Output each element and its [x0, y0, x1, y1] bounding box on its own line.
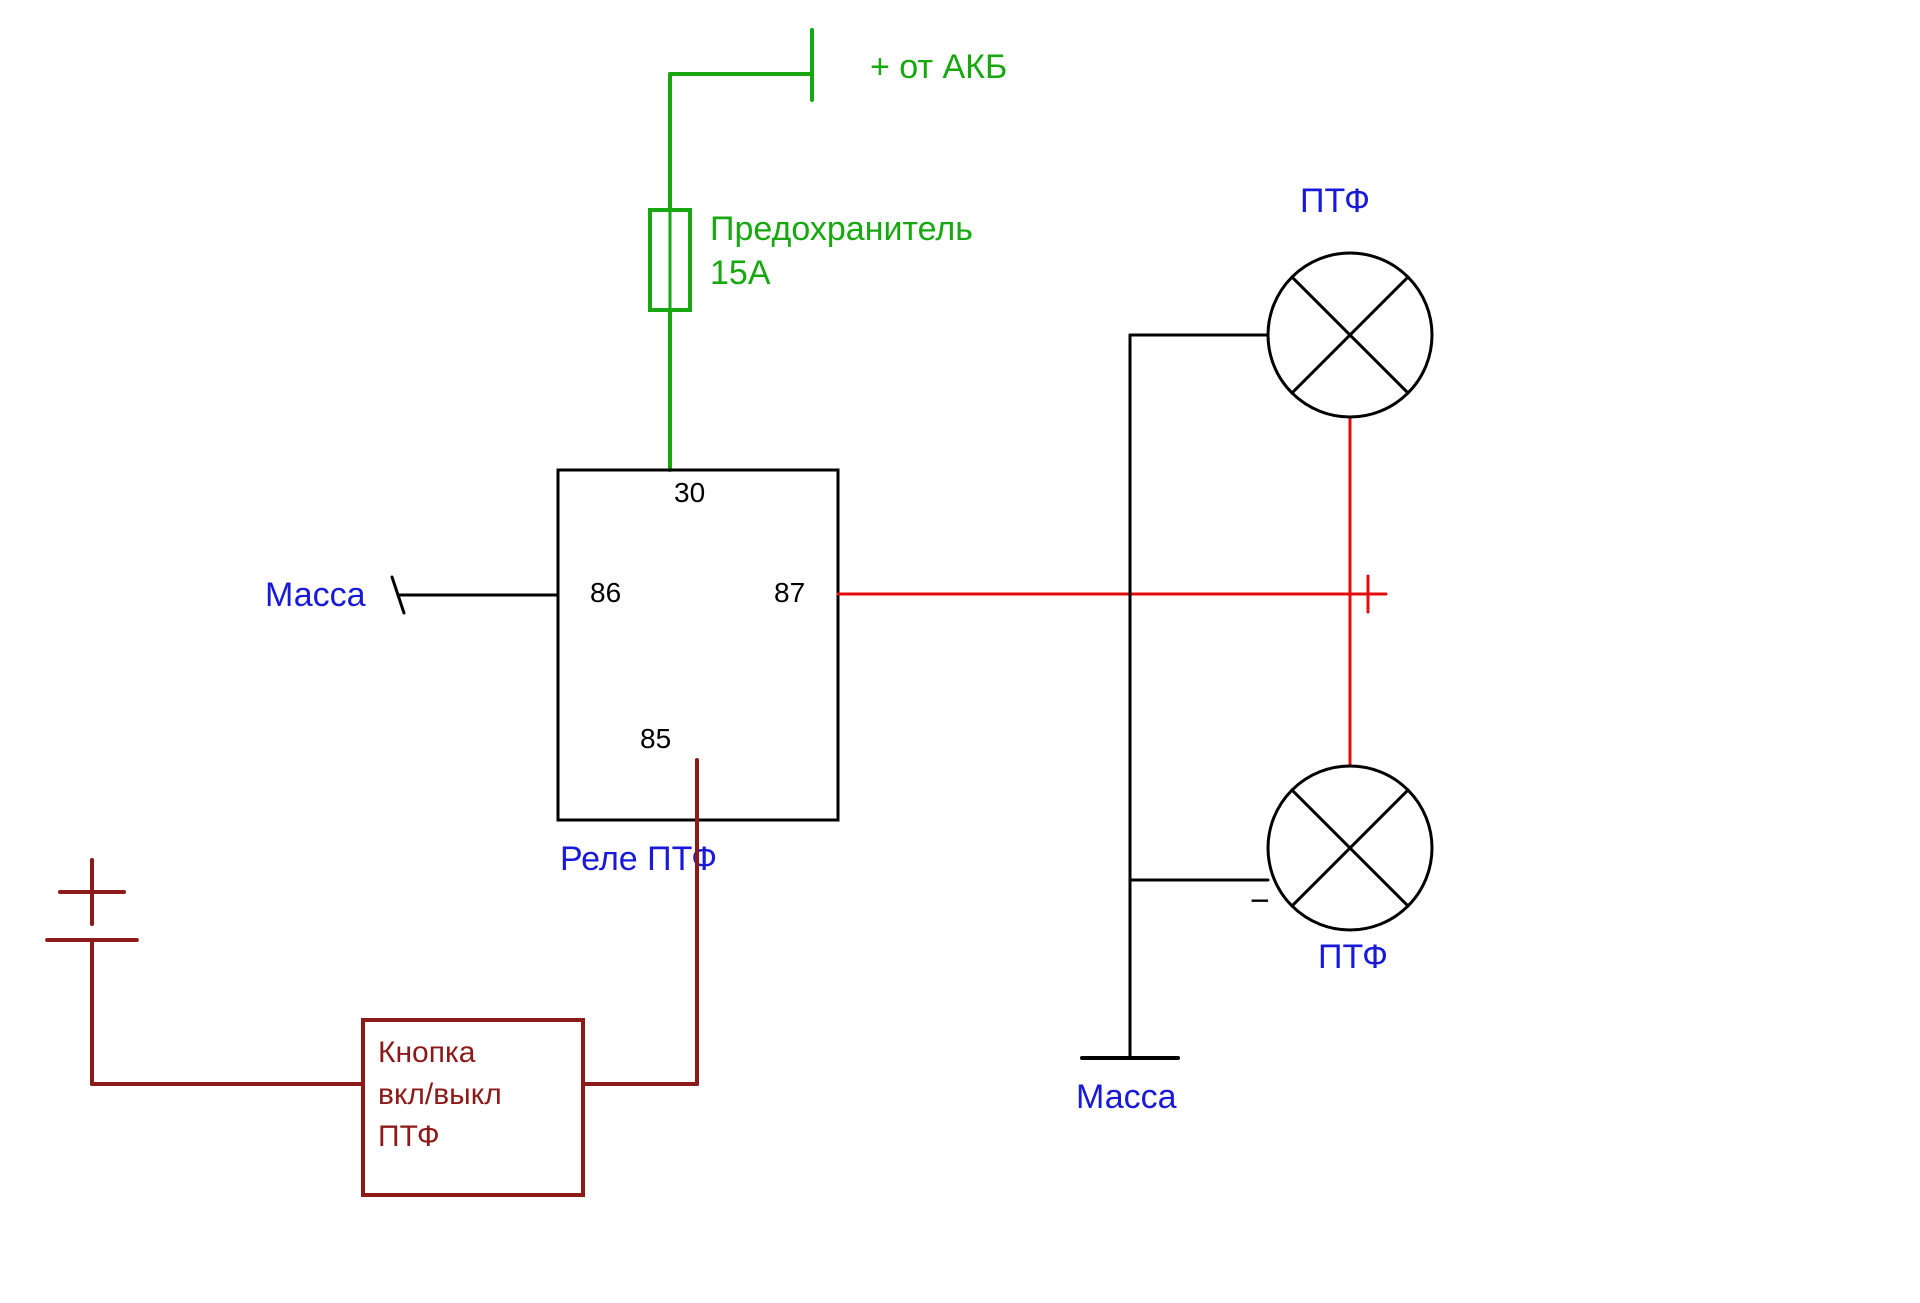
minus-label: −: [1250, 882, 1270, 920]
pin-87: 87: [774, 577, 805, 608]
ptf-top-label: ПТФ: [1300, 182, 1370, 220]
ground-left-label: Масса: [265, 576, 366, 614]
ptf-bottom-label: ПТФ: [1318, 938, 1388, 976]
switch-label-3: ПТФ: [378, 1120, 440, 1153]
relay-label: Реле ПТФ: [560, 840, 717, 878]
switch-label-2: вкл/выкл: [378, 1078, 502, 1111]
pin-30: 30: [674, 477, 705, 508]
ground-bottom-label: Масса: [1076, 1078, 1177, 1116]
pin-86: 86: [590, 577, 621, 608]
fuse-label: Предохранитель: [710, 210, 973, 248]
pin-85: 85: [640, 723, 671, 754]
fuse-label-2: 15А: [710, 254, 771, 292]
battery-label: + от АКБ: [870, 48, 1007, 86]
switch-label-1: Кнопка: [378, 1036, 476, 1069]
wiring-diagram: + от АКБ Предохранитель 15А Реле ПТФ 30 86 87 8…: [0, 0, 1920, 1303]
